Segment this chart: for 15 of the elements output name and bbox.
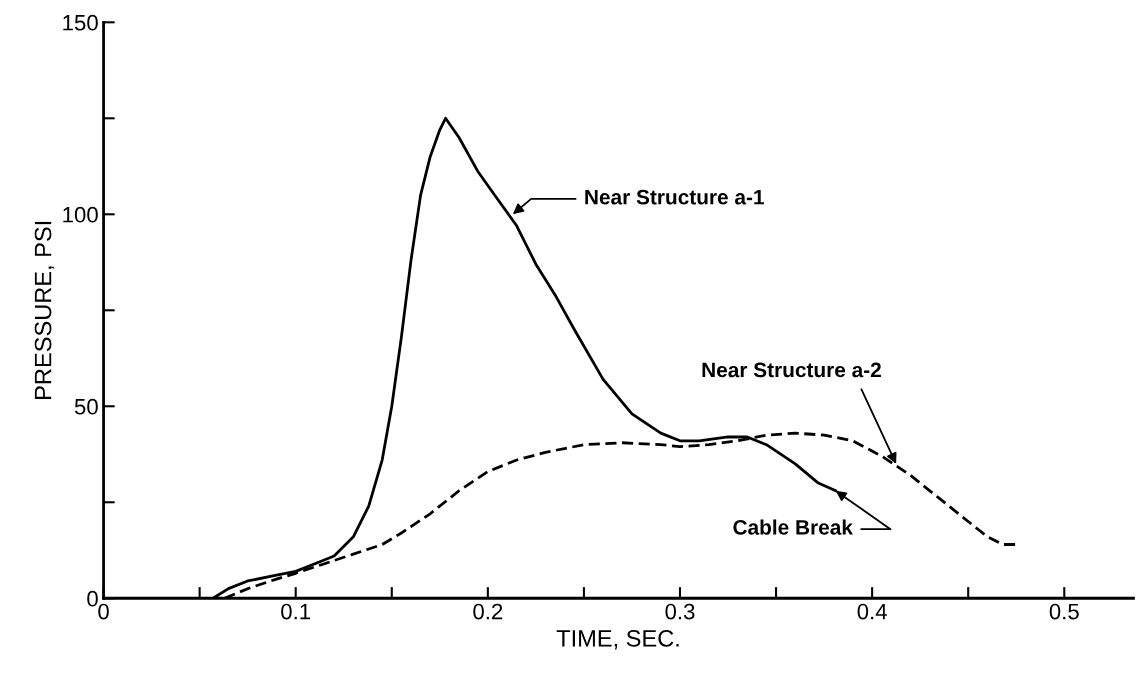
y-tick-label: 100 <box>63 206 98 223</box>
y-tick-label: 0 <box>87 590 98 607</box>
y-tick-label: 50 <box>74 398 98 415</box>
annotation: Near Structure a-1 <box>585 189 764 205</box>
x-tick-label: 0 <box>98 603 109 620</box>
annotation: Near Structure a-2 <box>702 362 881 378</box>
x-tick-label: 0.3 <box>665 603 695 620</box>
x-axis-title: TIME, SEC. <box>556 630 679 650</box>
x-tick-label: 0.5 <box>1049 603 1079 620</box>
y-tick-label: 150 <box>63 14 98 31</box>
x-tick-label: 0.4 <box>857 603 887 620</box>
y-axis-title: PRESSURE, PSI <box>34 221 55 399</box>
annotation: Cable Break <box>733 519 853 535</box>
x-tick-label: 0.2 <box>473 603 503 620</box>
x-tick-label: 0.1 <box>281 603 311 620</box>
